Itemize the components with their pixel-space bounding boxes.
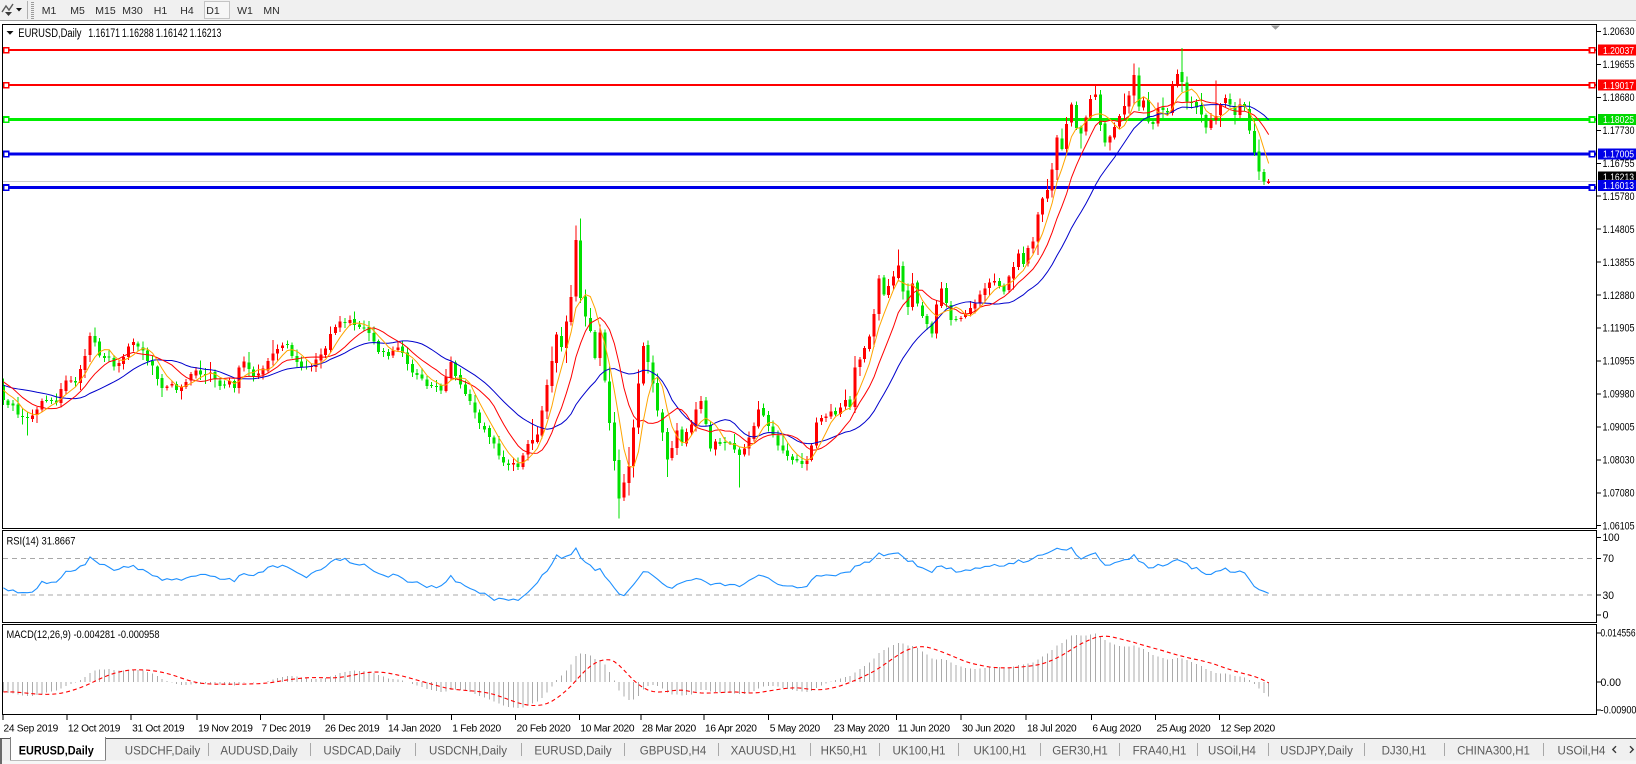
svg-text:M1: M1	[42, 5, 57, 17]
svg-text:12 Oct 2019: 12 Oct 2019	[68, 724, 121, 735]
svg-text:AUDUSD,Daily: AUDUSD,Daily	[220, 746, 298, 758]
svg-text:10 Mar 2020: 10 Mar 2020	[580, 724, 635, 735]
svg-text:1.17005: 1.17005	[1603, 149, 1634, 161]
svg-text:1.12880: 1.12880	[1603, 290, 1635, 302]
svg-text:XAUUSD,H1: XAUUSD,H1	[731, 746, 797, 758]
svg-text:1.09005: 1.09005	[1603, 422, 1635, 434]
svg-text:1.16213: 1.16213	[190, 28, 222, 40]
svg-text:1.16171: 1.16171	[88, 28, 120, 40]
svg-text:20 Feb 2020: 20 Feb 2020	[517, 724, 572, 735]
svg-text:DJ30,H1: DJ30,H1	[1382, 746, 1427, 758]
svg-text:1.20037: 1.20037	[1603, 45, 1634, 57]
svg-text:USOil,H4: USOil,H4	[1558, 746, 1607, 758]
svg-text:0.014556: 0.014556	[1601, 628, 1636, 640]
svg-text:W1: W1	[237, 5, 253, 17]
svg-text:EURUSD,Daily: EURUSD,Daily	[18, 28, 81, 40]
svg-text:USDCNH,Daily: USDCNH,Daily	[429, 746, 507, 758]
svg-text:18 Jul 2020: 18 Jul 2020	[1027, 724, 1077, 735]
svg-text:11 Jun 2020: 11 Jun 2020	[898, 724, 951, 735]
svg-text:UK100,H1: UK100,H1	[973, 746, 1026, 758]
svg-text:31 Oct 2019: 31 Oct 2019	[132, 724, 185, 735]
svg-text:1.16142: 1.16142	[156, 28, 188, 40]
svg-text:GER30,H1: GER30,H1	[1052, 746, 1108, 758]
svg-text:CHINA300,H1: CHINA300,H1	[1457, 746, 1530, 758]
svg-text:0.00: 0.00	[1601, 677, 1622, 689]
svg-text:1.16755: 1.16755	[1603, 158, 1635, 170]
svg-text:1.18680: 1.18680	[1603, 92, 1635, 104]
svg-text:14 Jan 2020: 14 Jan 2020	[388, 724, 441, 735]
svg-text:HK50,H1: HK50,H1	[821, 746, 868, 758]
svg-text:1.20630: 1.20630	[1603, 26, 1635, 38]
svg-text:1.07080: 1.07080	[1603, 488, 1635, 500]
svg-text:1 Feb 2020: 1 Feb 2020	[452, 724, 501, 735]
svg-text:RSI(14) 31.8667: RSI(14) 31.8667	[7, 536, 76, 548]
svg-text:25 Aug 2020: 25 Aug 2020	[1157, 724, 1212, 735]
svg-text:1.16288: 1.16288	[122, 28, 154, 40]
svg-text:12 Sep 2020: 12 Sep 2020	[1220, 724, 1275, 735]
svg-text:1.11905: 1.11905	[1603, 323, 1635, 335]
svg-text:30: 30	[1603, 590, 1615, 602]
svg-text:GBPUSD,H4: GBPUSD,H4	[640, 746, 707, 758]
svg-text:0: 0	[1603, 610, 1609, 622]
svg-text:26 Dec 2019: 26 Dec 2019	[325, 724, 380, 735]
svg-text:1.14805: 1.14805	[1603, 224, 1635, 236]
svg-text:EURUSD,Daily: EURUSD,Daily	[19, 746, 95, 758]
svg-text:6 Aug 2020: 6 Aug 2020	[1092, 724, 1141, 735]
svg-text:EURUSD,Daily: EURUSD,Daily	[534, 746, 612, 758]
svg-text:100: 100	[1603, 532, 1620, 544]
svg-text:70: 70	[1603, 553, 1615, 565]
svg-text:7 Dec 2019: 7 Dec 2019	[261, 724, 311, 735]
svg-text:H4: H4	[180, 5, 194, 17]
svg-text:1.16013: 1.16013	[1603, 180, 1634, 192]
svg-text:UK100,H1: UK100,H1	[892, 746, 945, 758]
svg-text:MN: MN	[263, 5, 279, 17]
svg-text:1.13855: 1.13855	[1603, 257, 1635, 269]
svg-text:16 Apr 2020: 16 Apr 2020	[705, 724, 757, 735]
svg-text:23 May 2020: 23 May 2020	[834, 724, 890, 735]
svg-text:M30: M30	[122, 5, 143, 17]
svg-text:USOil,H4: USOil,H4	[1208, 746, 1257, 758]
svg-text:MACD(12,26,9) -0.004281 -0.000: MACD(12,26,9) -0.004281 -0.000958	[7, 629, 160, 641]
svg-text:24 Sep 2019: 24 Sep 2019	[4, 724, 59, 735]
svg-text:1.15780: 1.15780	[1603, 191, 1635, 203]
svg-text:1.09980: 1.09980	[1603, 389, 1635, 401]
svg-text:28 Mar 2020: 28 Mar 2020	[642, 724, 697, 735]
svg-text:H1: H1	[154, 5, 168, 17]
svg-text:1.06105: 1.06105	[1603, 520, 1635, 532]
svg-text:30 Jun 2020: 30 Jun 2020	[962, 724, 1015, 735]
svg-text:USDCHF,Daily: USDCHF,Daily	[125, 746, 201, 758]
svg-text:1.19655: 1.19655	[1603, 59, 1635, 71]
svg-text:1.18025: 1.18025	[1603, 114, 1634, 126]
svg-text:19 Nov 2019: 19 Nov 2019	[198, 724, 253, 735]
svg-text:M15: M15	[95, 5, 116, 17]
svg-text:-0.00900: -0.00900	[1601, 705, 1636, 717]
svg-text:1.19017: 1.19017	[1603, 80, 1634, 92]
svg-text:5 May 2020: 5 May 2020	[770, 724, 821, 735]
svg-text:FRA40,H1: FRA40,H1	[1133, 746, 1187, 758]
svg-text:USDJPY,Daily: USDJPY,Daily	[1280, 746, 1353, 758]
svg-text:M5: M5	[70, 5, 85, 17]
svg-text:1.10955: 1.10955	[1603, 356, 1635, 368]
svg-text:1.17730: 1.17730	[1603, 125, 1635, 137]
svg-text:D1: D1	[206, 5, 220, 17]
svg-text:1.08030: 1.08030	[1603, 455, 1635, 467]
svg-text:USDCAD,Daily: USDCAD,Daily	[323, 746, 401, 758]
